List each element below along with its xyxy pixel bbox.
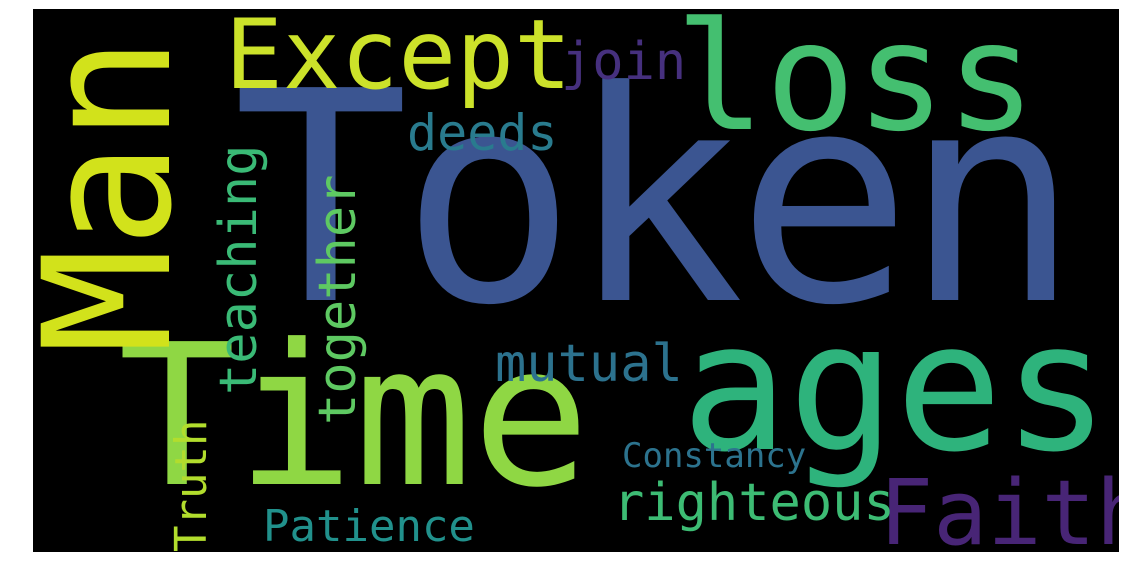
- word-truth: Truth: [166, 419, 217, 552]
- word-time: Time: [118, 303, 591, 531]
- word-ages: ages: [681, 284, 1110, 491]
- word-join: join: [561, 32, 687, 92]
- word-constancy: Constancy: [622, 436, 807, 476]
- word-righteous: righteous: [613, 473, 895, 533]
- word-deeds: deeds: [407, 104, 558, 162]
- word-teaching: teaching: [209, 144, 269, 395]
- word-together: together: [308, 174, 368, 425]
- word-mutual: mutual: [495, 334, 683, 394]
- word-token: Token: [233, 29, 1080, 369]
- word-faith: Faith: [879, 461, 1119, 553]
- word-cloud: Token Time ages Man loss Except Faith jo…: [33, 9, 1119, 552]
- word-loss: loss: [675, 9, 1037, 165]
- word-patience: Patience: [263, 501, 475, 552]
- word-except: Except: [225, 9, 572, 111]
- word-man: Man: [33, 36, 211, 354]
